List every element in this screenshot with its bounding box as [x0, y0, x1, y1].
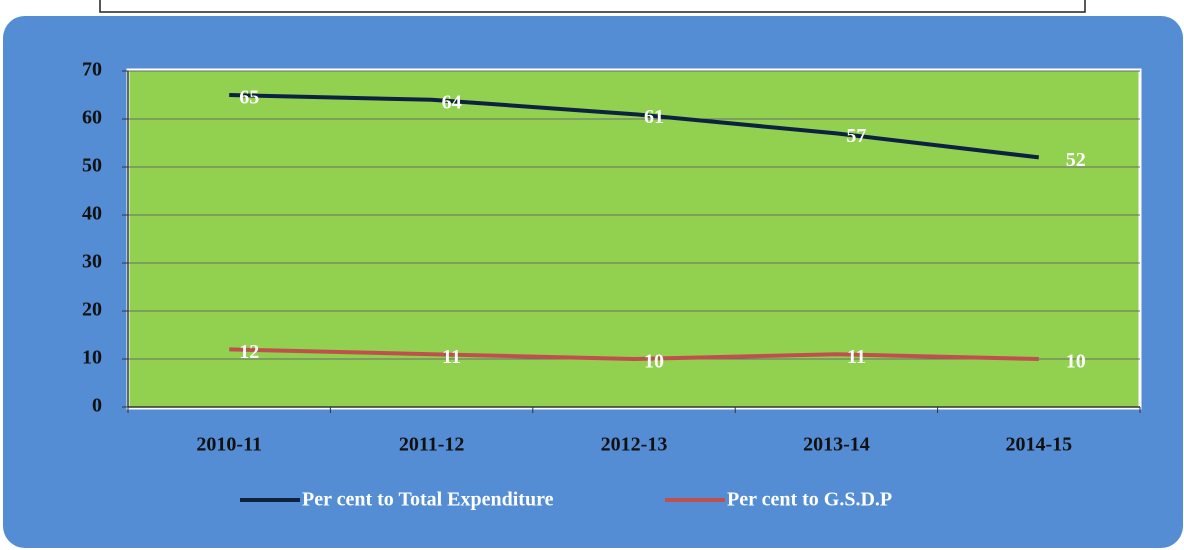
x-tick-label: 2011-12 — [399, 434, 465, 456]
data-label: 12 — [239, 341, 259, 363]
line-series — [229, 347, 1039, 362]
y-tick-label: 40 — [82, 203, 102, 225]
header-box — [99, 0, 1086, 13]
data-label: 10 — [644, 351, 664, 373]
y-tick-label: 60 — [82, 107, 102, 129]
data-label: 65 — [239, 87, 259, 109]
x-tick-label: 2012-13 — [601, 434, 668, 456]
data-label: 61 — [644, 106, 664, 128]
legend-label: Per cent to Total Expenditure — [302, 489, 554, 511]
data-label: 57 — [846, 125, 866, 147]
x-tick-label: 2013-14 — [803, 434, 870, 456]
y-tick-label: 30 — [82, 251, 102, 273]
data-label: 52 — [1066, 149, 1086, 171]
y-tick-label: 70 — [82, 59, 102, 81]
data-label: 64 — [442, 91, 462, 113]
data-label: 11 — [442, 346, 461, 368]
data-label: 10 — [1066, 351, 1086, 373]
data-label: 11 — [847, 346, 866, 368]
y-tick-label: 10 — [82, 347, 102, 369]
legend-label: Per cent to G.S.D.P — [727, 489, 892, 511]
x-tick-label: 2010-11 — [196, 434, 262, 456]
line-series — [229, 93, 1040, 160]
y-tick-label: 50 — [82, 155, 102, 177]
y-tick-label: 0 — [92, 395, 102, 417]
x-tick-label: 2014-15 — [1005, 434, 1072, 456]
y-tick-label: 20 — [82, 299, 102, 321]
